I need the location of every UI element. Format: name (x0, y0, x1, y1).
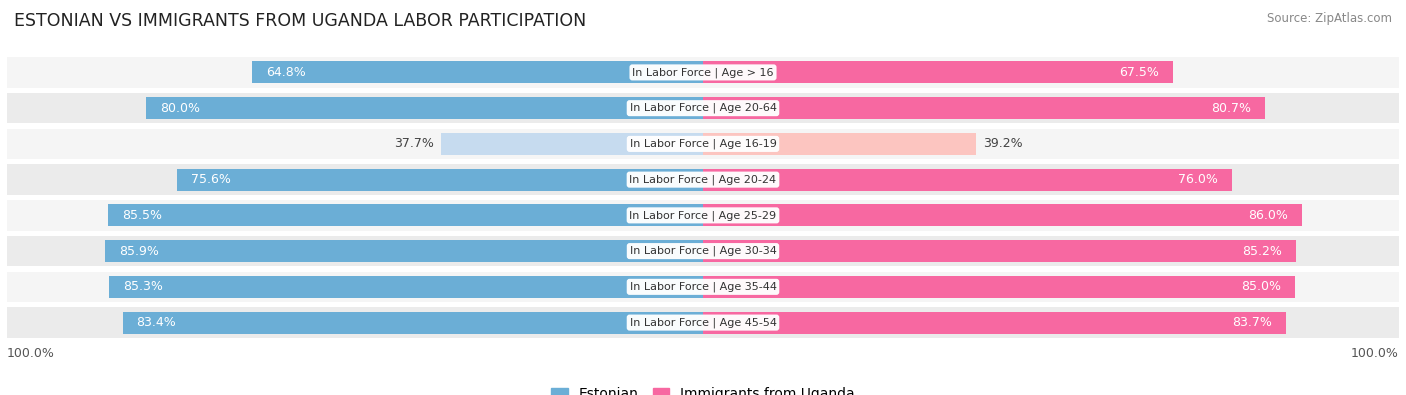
Text: 85.5%: 85.5% (122, 209, 162, 222)
Text: In Labor Force | Age > 16: In Labor Force | Age > 16 (633, 67, 773, 78)
Bar (703, 61, 1173, 83)
Bar (7, 236, 1399, 266)
Text: In Labor Force | Age 35-44: In Labor Force | Age 35-44 (630, 282, 776, 292)
Text: 85.0%: 85.0% (1240, 280, 1281, 293)
Bar (7, 200, 1399, 231)
Text: 75.6%: 75.6% (191, 173, 231, 186)
Bar (703, 276, 1295, 298)
Bar (703, 169, 1232, 191)
Bar (7, 272, 1399, 302)
Text: 39.2%: 39.2% (983, 137, 1022, 150)
Bar (703, 97, 1264, 119)
Text: 100.0%: 100.0% (7, 347, 55, 360)
Text: 80.7%: 80.7% (1211, 102, 1251, 115)
Text: 76.0%: 76.0% (1178, 173, 1218, 186)
Text: 100.0%: 100.0% (1351, 347, 1399, 360)
Bar (7, 164, 1399, 195)
Text: 86.0%: 86.0% (1247, 209, 1288, 222)
Text: 83.4%: 83.4% (136, 316, 176, 329)
Bar (7, 307, 1399, 338)
Bar (7, 93, 1399, 123)
Text: In Labor Force | Age 16-19: In Labor Force | Age 16-19 (630, 139, 776, 149)
Text: 64.8%: 64.8% (266, 66, 305, 79)
Text: 85.3%: 85.3% (124, 280, 163, 293)
Bar (703, 240, 1296, 262)
Text: 80.0%: 80.0% (160, 102, 200, 115)
Text: 85.2%: 85.2% (1241, 245, 1282, 258)
Bar (105, 240, 703, 262)
Bar (703, 133, 976, 155)
Legend: Estonian, Immigrants from Uganda: Estonian, Immigrants from Uganda (546, 382, 860, 395)
Text: 85.9%: 85.9% (120, 245, 159, 258)
Text: In Labor Force | Age 45-54: In Labor Force | Age 45-54 (630, 317, 776, 328)
Bar (703, 204, 1302, 226)
Text: In Labor Force | Age 20-64: In Labor Force | Age 20-64 (630, 103, 776, 113)
Bar (703, 312, 1285, 334)
Bar (122, 312, 703, 334)
Text: In Labor Force | Age 30-34: In Labor Force | Age 30-34 (630, 246, 776, 256)
Text: In Labor Force | Age 25-29: In Labor Force | Age 25-29 (630, 210, 776, 221)
Text: In Labor Force | Age 20-24: In Labor Force | Age 20-24 (630, 174, 776, 185)
Bar (177, 169, 703, 191)
Text: Source: ZipAtlas.com: Source: ZipAtlas.com (1267, 12, 1392, 25)
Text: ESTONIAN VS IMMIGRANTS FROM UGANDA LABOR PARTICIPATION: ESTONIAN VS IMMIGRANTS FROM UGANDA LABOR… (14, 12, 586, 30)
Bar (108, 204, 703, 226)
Text: 67.5%: 67.5% (1119, 66, 1159, 79)
Bar (146, 97, 703, 119)
Bar (110, 276, 703, 298)
Text: 37.7%: 37.7% (394, 137, 433, 150)
Bar (440, 133, 703, 155)
Text: 83.7%: 83.7% (1232, 316, 1271, 329)
Bar (252, 61, 703, 83)
Bar (7, 57, 1399, 88)
Bar (7, 129, 1399, 159)
